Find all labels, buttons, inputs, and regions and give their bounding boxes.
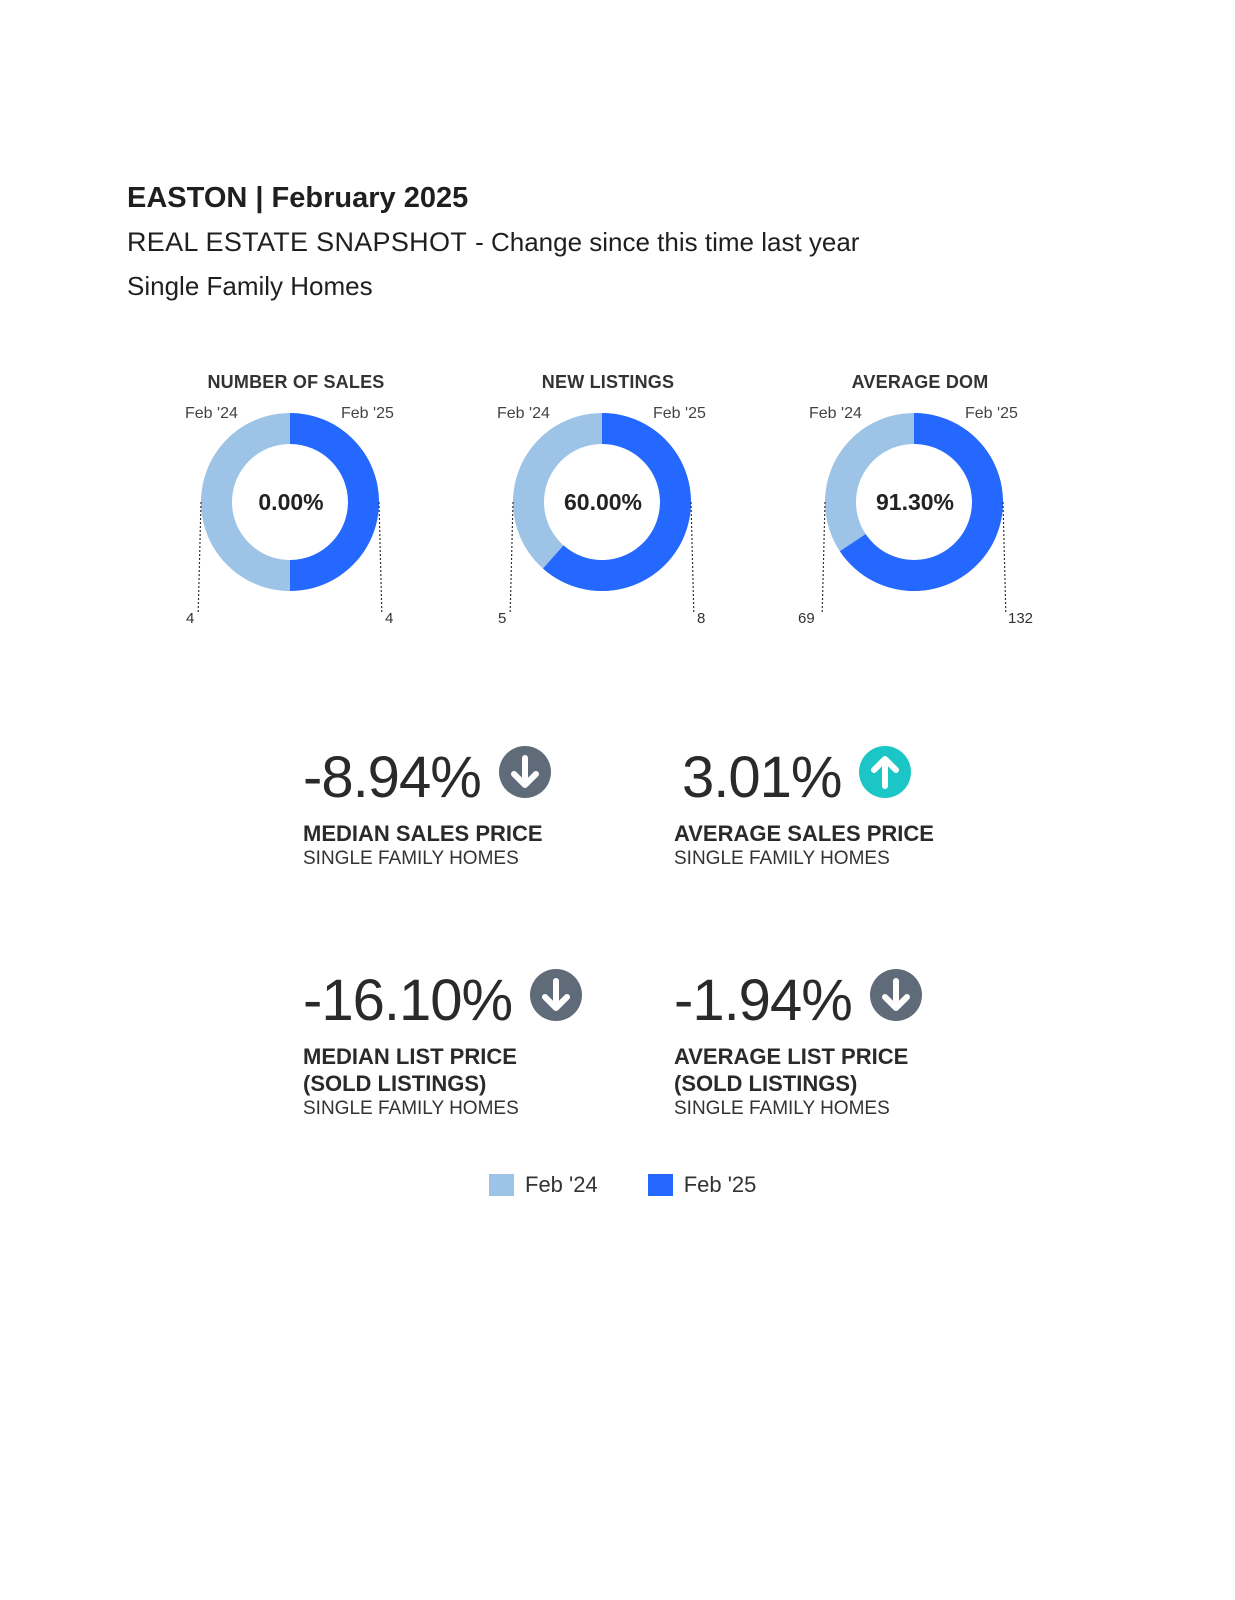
donut-center-label: 0.00%: [258, 489, 323, 515]
arrow-down-circle-icon: [498, 746, 551, 798]
page-title: EASTON | February 2025: [127, 182, 469, 214]
legend-item-current: Feb '25: [647, 1172, 757, 1198]
donut-slice-current: [839, 413, 1003, 591]
snapshot-label: REAL ESTATE SNAPSHOT: [127, 227, 468, 257]
arrow-down-circle-icon: [530, 969, 583, 1021]
kpi-value: -16.10%: [303, 968, 513, 1033]
kpi-sub: SINGLE FAMILY HOMES: [303, 848, 519, 869]
leader-line-prior: [821, 501, 826, 612]
donut-current-label: Feb '25: [653, 405, 706, 422]
kpi-median-sales-price: -8.94% MEDIAN SALES PRICE SINGLE FAMILY …: [303, 745, 551, 871]
change-note: - Change since this time last year: [475, 227, 860, 257]
report-subtitle: REAL ESTATE SNAPSHOT - Change since this …: [127, 222, 859, 262]
legend-swatch: [489, 1174, 514, 1196]
donut-title: NEW LISTINGS: [541, 372, 675, 392]
kpi-sub: SINGLE FAMILY HOMES: [303, 1098, 519, 1119]
donut-slice-current: [290, 413, 379, 591]
kpi-label: MEDIAN LIST PRICE (SOLD LISTINGS): [303, 1043, 582, 1097]
donut-new-listings: NEW LISTINGS Feb '24 Feb '25 60.00% 5 8: [488, 372, 728, 642]
donut-current-label: Feb '25: [341, 405, 394, 422]
donut-title: AVERAGE DOM: [851, 372, 989, 392]
donut-slice-current: [542, 413, 691, 591]
leader-line-current: [1002, 501, 1007, 612]
kpi-value: 3.01%: [682, 745, 842, 810]
donut-average-dom: AVERAGE DOM Feb '24 Feb '25 91.30% 69 13…: [798, 372, 1040, 642]
donut-chart: 0.00%: [197, 413, 383, 612]
donut-current-value: 4: [385, 610, 394, 627]
donut-prior-label: Feb '24: [497, 405, 550, 422]
kpi-average-sales-price: 3.01% AVERAGE SALES PRICE SINGLE FAMILY …: [674, 745, 934, 871]
legend-swatch: [647, 1174, 673, 1196]
kpi-median-list-price: -16.10% MEDIAN LIST PRICE (SOLD LISTINGS…: [303, 968, 583, 1121]
kpi-sub: SINGLE FAMILY HOMES: [674, 848, 890, 869]
donut-center-label: 91.30%: [876, 489, 954, 515]
arrow-up-circle-icon: [859, 746, 912, 798]
donut-chart: 60.00%: [509, 413, 695, 612]
leader-line-prior: [197, 501, 202, 612]
kpi-value: -1.94%: [674, 968, 853, 1033]
donut-prior-label: Feb '24: [809, 405, 862, 422]
leader-line-current: [378, 501, 383, 612]
legend-item-prior: Feb '24: [489, 1172, 598, 1198]
donut-center-label: 60.00%: [564, 489, 642, 515]
donut-current-label: Feb '25: [965, 405, 1018, 422]
kpi-label-line2: (SOLD LISTINGS): [303, 1071, 487, 1096]
donut-title: NUMBER OF SALES: [207, 372, 385, 392]
kpi-label-line1: AVERAGE LIST PRICE: [674, 1044, 909, 1069]
kpi-sub: SINGLE FAMILY HOMES: [674, 1098, 890, 1119]
kpi-label-line2: (SOLD LISTINGS): [674, 1071, 858, 1096]
kpi-label-line1: MEDIAN LIST PRICE: [303, 1044, 517, 1069]
kpi-label: AVERAGE SALES PRICE: [674, 821, 934, 846]
segment-label: Single Family Homes: [127, 271, 373, 301]
report-header: EASTON | February 2025 REAL ESTATE SNAPS…: [127, 180, 859, 306]
donut-prior-value: 4: [186, 610, 195, 627]
chart-legend: Feb '24 Feb '25: [489, 1172, 806, 1198]
kpi-average-list-price: -1.94% AVERAGE LIST PRICE (SOLD LISTINGS…: [674, 968, 922, 1121]
kpi-label: MEDIAN SALES PRICE: [303, 821, 543, 846]
donut-current-value: 8: [697, 610, 706, 627]
donut-number-of-sales: NUMBER OF SALES Feb '24 Feb '25 0.00% 4 …: [176, 372, 416, 642]
donut-prior-value: 5: [498, 610, 507, 627]
donut-prior-label: Feb '24: [185, 405, 238, 422]
donut-chart: 91.30%: [821, 413, 1007, 612]
donut-prior-value: 69: [798, 610, 815, 627]
kpi-value: -8.94%: [303, 745, 482, 810]
leader-line-current: [690, 501, 695, 612]
leader-line-prior: [509, 501, 514, 612]
legend-label: Feb '25: [683, 1172, 757, 1197]
kpi-label: AVERAGE LIST PRICE (SOLD LISTINGS): [674, 1043, 922, 1097]
legend-label: Feb '24: [525, 1172, 598, 1197]
arrow-down-circle-icon: [869, 969, 922, 1021]
donut-current-value: 132: [1008, 610, 1034, 627]
